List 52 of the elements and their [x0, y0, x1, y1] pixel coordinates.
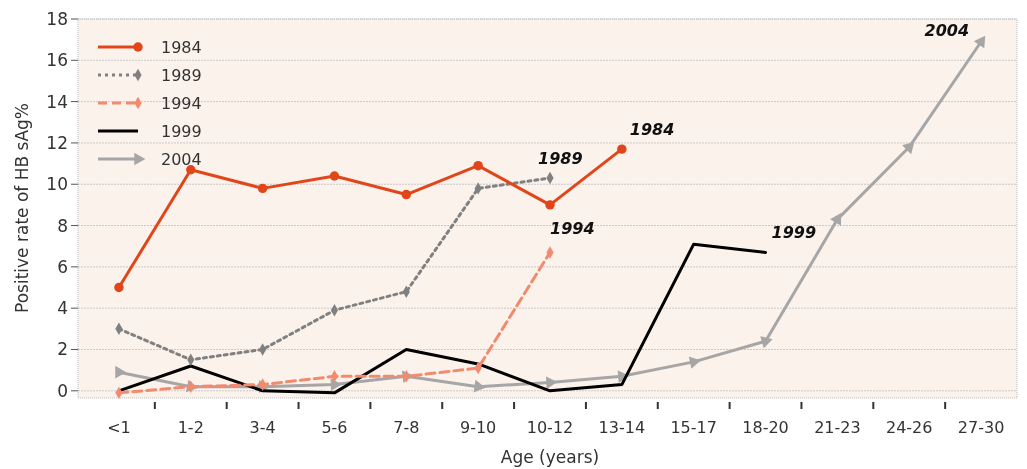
annotation: 1994	[550, 219, 595, 239]
x-tick-label: 9-10	[460, 418, 497, 437]
point	[329, 171, 340, 181]
point	[330, 378, 342, 392]
legend-label: 1994	[161, 93, 202, 113]
legend-label: 1984	[161, 37, 202, 57]
x-tick-label: 10-12	[526, 418, 574, 437]
y-tick-label: 16	[46, 50, 68, 71]
y-tick-label: 6	[57, 256, 68, 277]
x-tick-label: 15-17	[670, 418, 717, 437]
x-tick-label: 24-26	[885, 418, 933, 437]
x-tick-label: 1-2	[177, 418, 204, 437]
x-tick-label: 7-8	[393, 418, 420, 437]
y-tick-label: 8	[57, 215, 68, 236]
y-axis-title: Positive rate of HB sAg%	[12, 103, 32, 313]
point	[973, 35, 986, 49]
point	[186, 165, 196, 175]
point	[617, 144, 627, 154]
point	[830, 213, 842, 226]
y-tick-label: 4	[57, 298, 68, 319]
legend-label: 1999	[161, 121, 202, 141]
legend-label: 2004	[161, 149, 202, 169]
annotation: 1989	[538, 149, 583, 169]
point	[688, 356, 701, 369]
y-tick-label: 12	[46, 132, 68, 153]
point	[401, 189, 412, 200]
x-tick-label: 21-23	[814, 418, 861, 437]
point	[115, 365, 127, 379]
y-tick-label: 14	[46, 91, 68, 112]
point	[760, 336, 773, 349]
x-tick-label: 18-20	[742, 418, 789, 437]
y-tick-label: 10	[46, 174, 68, 195]
x-tick-label: 13-14	[598, 418, 646, 437]
annotation: 2004	[924, 20, 970, 40]
x-axis-title: Age (years)	[500, 447, 600, 467]
x-tick-label: 5-6	[321, 418, 348, 437]
x-tick-label: <1	[107, 418, 131, 437]
annotation: 1984	[629, 120, 675, 140]
point	[545, 376, 558, 390]
point	[545, 200, 555, 210]
point	[114, 282, 124, 293]
point	[902, 141, 915, 155]
legend-label: 1989	[161, 65, 202, 85]
y-tick-label: 18	[46, 8, 68, 29]
point	[473, 160, 483, 171]
y-tick-label: 2	[57, 339, 68, 360]
point	[257, 183, 268, 194]
annotation: 1999	[771, 223, 817, 243]
point	[473, 379, 486, 393]
x-tick-label: 27-30	[957, 418, 1005, 437]
y-tick-label: 0	[57, 380, 68, 401]
x-tick-label: 3-4	[249, 418, 276, 437]
